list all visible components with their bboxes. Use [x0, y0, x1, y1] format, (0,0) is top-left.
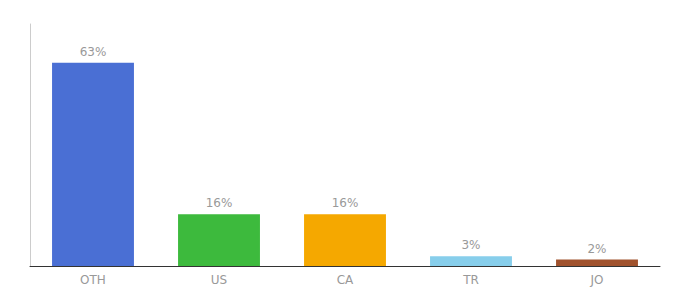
svg-text:JO: JO — [590, 273, 604, 287]
svg-text:16%: 16% — [332, 196, 359, 210]
svg-text:TR: TR — [462, 273, 479, 287]
svg-text:63%: 63% — [80, 45, 107, 59]
svg-text:US: US — [211, 273, 227, 287]
svg-text:2%: 2% — [587, 242, 606, 256]
svg-text:3%: 3% — [461, 238, 480, 252]
svg-text:CA: CA — [337, 273, 354, 287]
svg-text:OTH: OTH — [80, 273, 106, 287]
svg-text:16%: 16% — [206, 196, 233, 210]
